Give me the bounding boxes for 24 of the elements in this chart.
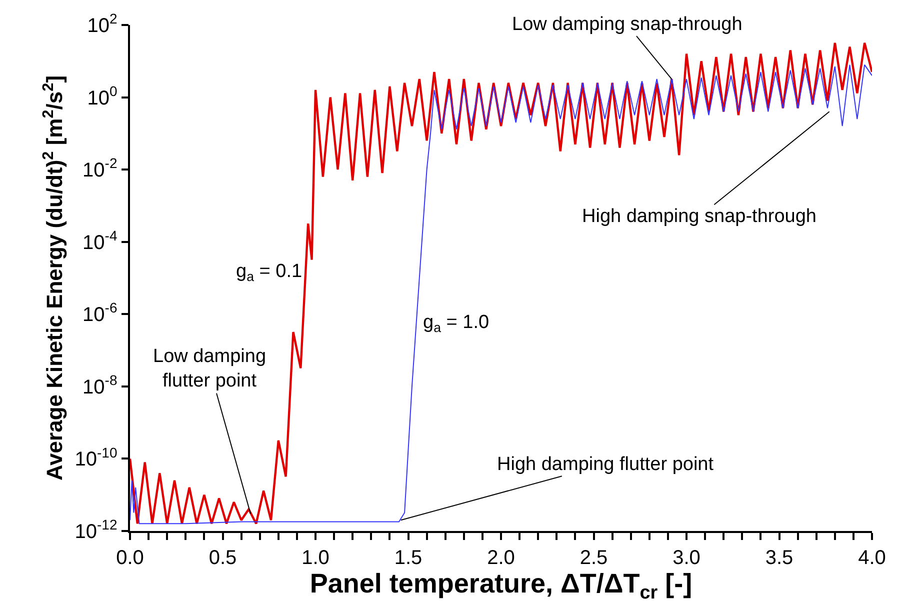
annotation: g$_{a}$ = 1.0 xyxy=(423,312,490,335)
y-tick-label: 10$^{-12}$ xyxy=(74,516,118,543)
y-tick-label: 10$^{-10}$ xyxy=(74,444,118,471)
annotation: High damping flutter point xyxy=(497,454,714,475)
annotation: High damping snap-through xyxy=(582,206,816,227)
x-tick-label: 1.0 xyxy=(302,546,330,569)
x-tick-label: 2.5 xyxy=(580,546,608,569)
annotation: Low damping snap-through xyxy=(512,14,742,35)
y-tick-label: 10$^{0}$ xyxy=(87,82,118,110)
y-tick-label: 10$^{-6}$ xyxy=(82,300,118,326)
y-tick-label: 10$^{-2}$ xyxy=(82,155,118,182)
y-tick-label: 10$^{-4}$ xyxy=(82,227,118,254)
x-axis-title: Panel temperature, ΔT/ΔT$_{cr}$ [-] xyxy=(310,568,692,604)
x-tick-label: 3.5 xyxy=(765,546,794,569)
y-tick-label: 10$^{-8}$ xyxy=(82,372,118,398)
x-tick-label: 0.5 xyxy=(208,546,237,569)
x-tick-label: 1.5 xyxy=(394,546,422,569)
annotation: Low damping flutter point xyxy=(153,346,266,392)
x-tick-label: 2.0 xyxy=(487,546,515,569)
x-tick-label: 0.0 xyxy=(116,546,144,569)
y-tick-label: 10$^{2}$ xyxy=(87,10,118,37)
x-tick-label: 4.0 xyxy=(858,546,886,569)
annotation: g$_{a}$ = 0.1 xyxy=(236,261,302,284)
x-tick-label: 3.0 xyxy=(672,546,700,569)
